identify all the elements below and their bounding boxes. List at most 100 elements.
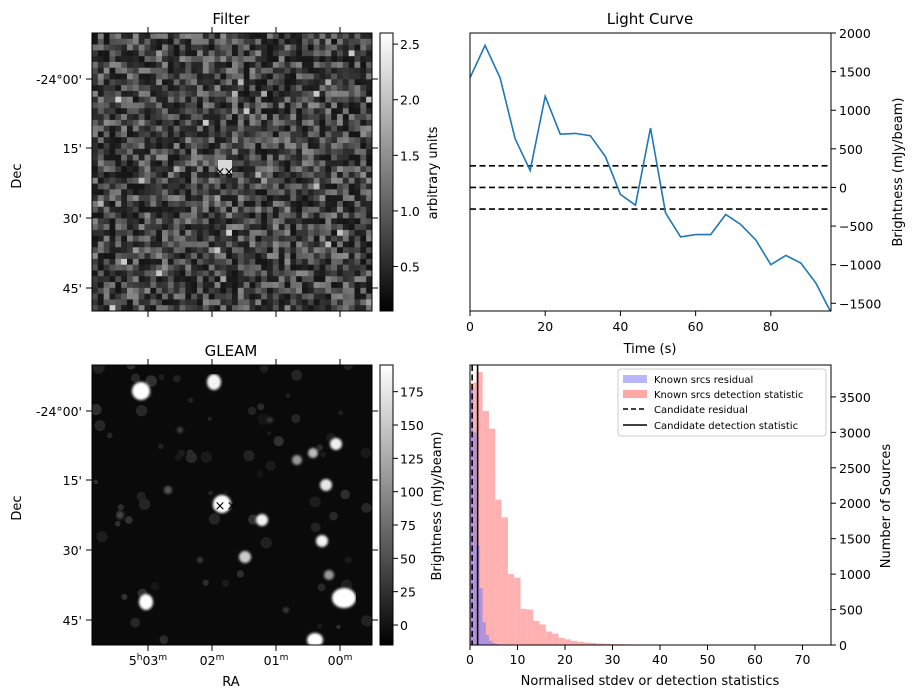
filter-pixel [132,61,139,69]
filter-pixel [278,33,285,40]
filter-pixel [261,50,268,57]
filter-pixel [237,241,244,248]
filter-pixel [278,224,285,231]
filter-pixel [162,143,169,150]
filter-pixel [121,270,128,277]
filter-pixel [267,258,274,265]
filter-pixel [348,212,355,219]
filter-pixel [307,102,314,109]
filter-pixel [342,160,349,167]
filter-pixel [150,73,157,80]
dec-tick-label: 45' [63,613,82,628]
filter-pixel [173,44,180,51]
filter-pixel [255,148,262,155]
filter-pixel [92,293,99,300]
filter-pixel [138,276,145,283]
filter-pixel [255,200,262,208]
filter-pixel [272,102,279,109]
filter-pixel [255,282,262,289]
filter-pixel [138,33,145,40]
filter-pixel [360,166,367,173]
filter-pixel [214,299,221,306]
filter-pixel [144,241,151,248]
filter-pixel [138,177,145,184]
filter-pixel [337,218,344,225]
filter-pixel [167,287,174,294]
filter-pixel [249,241,256,248]
filter-pixel [366,137,372,144]
filter-pixel [138,125,145,132]
filter-pixel [220,67,227,74]
filter-pixel [202,247,209,254]
filter-pixel [156,166,163,173]
filter-pixel [255,189,262,196]
filter-pixel [290,264,297,271]
filter-pixel [150,119,157,126]
filter-pixel [226,44,233,51]
filter-pixel [243,96,250,103]
filter-pixel [272,125,279,132]
filter-pixel [331,183,338,190]
filter-pixel [307,189,314,196]
filter-pixel [278,50,285,57]
gleam-noise [106,432,113,439]
filter-pixel [325,166,332,173]
filter-pixel [150,114,157,121]
filter-pixel [92,102,99,109]
filter-pixel [290,137,297,144]
filter-pixel [342,90,349,98]
filter-pixel [302,305,309,311]
gleam-noise [236,570,244,578]
filter-pixel [249,195,256,202]
filter-pixel [249,131,256,138]
filter-pixel [243,67,250,74]
filter-panel: Filter -24°00'15'30'45' Dec × × 2.52.01.… [10,10,441,317]
filter-pixel [261,154,268,161]
filter-pixel [284,102,291,109]
filter-pixel [290,229,297,237]
filter-pixel [325,90,332,98]
filter-pixel [162,166,169,173]
filter-pixel [220,119,227,126]
filter-pixel [92,61,99,69]
filter-pixel [109,287,116,294]
filter-pixel [325,61,332,69]
filter-pixel [243,177,250,184]
filter-pixel [278,61,285,69]
filter-pixel [115,264,122,271]
filter-pixel [197,293,204,300]
filter-pixel [138,143,145,150]
filter-pixel [150,166,157,173]
filter-pixel [173,183,180,190]
gleam-noise [221,579,230,588]
filter-pixel [249,177,256,184]
filter-pixel [197,195,204,202]
filter-pixel [366,241,372,248]
filter-pixel [121,90,128,98]
ra-tick-label-part: m [280,653,289,663]
filter-pixel [132,253,139,260]
filter-pixel [290,235,297,242]
filter-pixel [162,183,169,190]
filter-pixel [261,258,268,265]
filter-pixel [138,96,145,103]
filter-pixel [214,79,221,86]
filter-pixel [191,282,198,289]
filter-pixel [191,253,198,260]
filter-pixel [179,264,186,271]
filter-pixel [138,200,145,208]
filter-pixel [115,143,122,150]
filter-pixel [331,61,338,69]
filter-pixel [255,229,262,237]
filter-pixel [173,247,180,254]
filter-pixel [144,166,151,173]
filter-pixel [278,38,285,45]
gleam-noise [130,617,141,628]
filter-pixel [103,108,110,115]
filter-pixel [191,67,198,74]
filter-pixel [150,287,157,294]
filter-pixel [255,293,262,300]
filter-pixel [226,33,233,40]
filter-pixel [127,287,134,294]
filter-pixel [261,241,268,248]
